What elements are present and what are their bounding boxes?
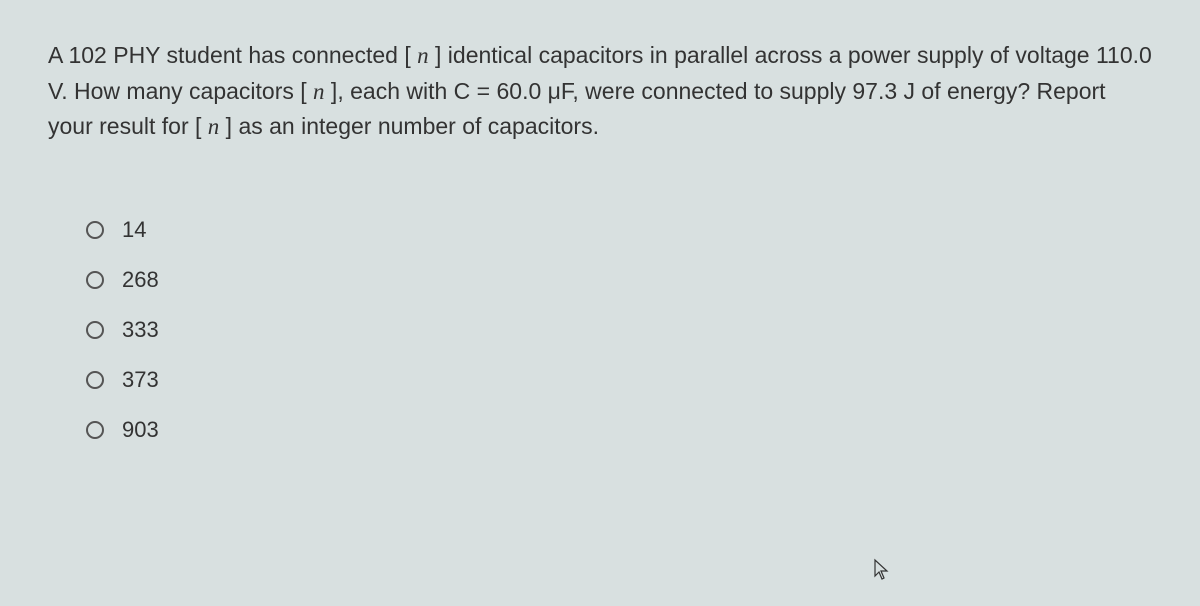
question-part1: A 102 PHY student has connected [ — [48, 42, 417, 68]
radio-icon — [86, 271, 104, 289]
option-1[interactable]: 268 — [86, 267, 1152, 293]
question-n1: n — [417, 43, 429, 68]
option-0[interactable]: 14 — [86, 217, 1152, 243]
option-label: 14 — [122, 217, 146, 243]
option-label: 373 — [122, 367, 159, 393]
question-part4: ] as an integer number of capacitors. — [219, 113, 599, 139]
cursor-icon — [872, 558, 890, 582]
option-label: 268 — [122, 267, 159, 293]
question-n2: n — [313, 79, 325, 104]
option-2[interactable]: 333 — [86, 317, 1152, 343]
options-list: 14 268 333 373 903 — [48, 217, 1152, 443]
option-3[interactable]: 373 — [86, 367, 1152, 393]
option-label: 333 — [122, 317, 159, 343]
option-label: 903 — [122, 417, 159, 443]
option-4[interactable]: 903 — [86, 417, 1152, 443]
radio-icon — [86, 221, 104, 239]
radio-icon — [86, 421, 104, 439]
radio-icon — [86, 321, 104, 339]
question-n3: n — [208, 114, 220, 139]
radio-icon — [86, 371, 104, 389]
question-text: A 102 PHY student has connected [ n ] id… — [48, 38, 1152, 145]
